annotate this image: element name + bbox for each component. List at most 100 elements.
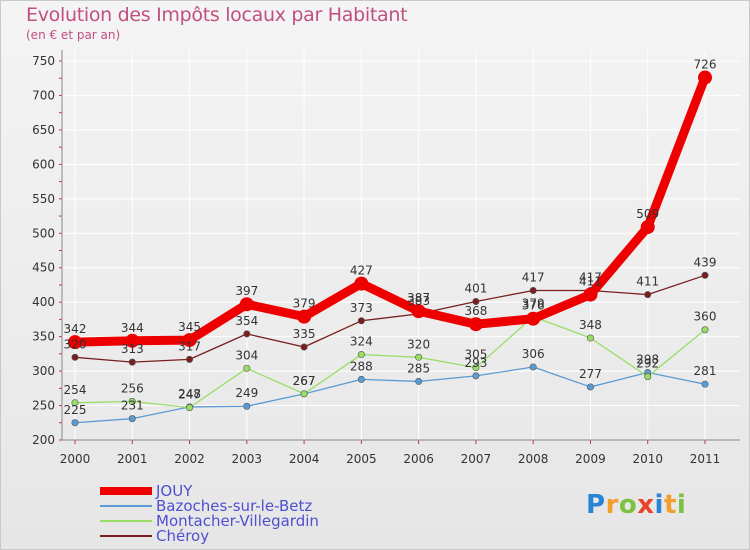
x-tick-label-2009: 2009 <box>575 452 606 466</box>
data-point-montacher-villegardin-2010 <box>644 373 652 381</box>
x-tick-label-2011: 2011 <box>690 452 721 466</box>
data-label-bazoches-sur-le-betz-2007: 293 <box>464 356 487 370</box>
x-tick-label-2003: 2003 <box>232 452 263 466</box>
data-label-bazoches-sur-le-betz-2006: 285 <box>407 361 430 375</box>
data-label-cheroy-2002: 317 <box>178 339 201 353</box>
data-label-cheroy-2011: 439 <box>694 255 717 269</box>
legend-label-bazoches: Bazoches-sur-le-Betz <box>156 497 313 515</box>
data-label-bazoches-sur-le-betz-2003: 249 <box>235 386 258 400</box>
data-point-jouy-2004 <box>297 309 312 324</box>
data-label-jouy-2008: 376 <box>522 299 545 313</box>
data-point-montacher-villegardin-2009 <box>586 334 594 342</box>
series-line-montacher-villegardin <box>74 316 706 409</box>
data-point-montacher-villegardin-2007 <box>472 364 480 372</box>
x-tick-label-2004: 2004 <box>289 452 320 466</box>
logo-letter: r <box>605 490 619 520</box>
data-label-bazoches-sur-le-betz-2009: 277 <box>579 367 602 381</box>
data-point-montacher-villegardin-2011 <box>701 326 709 334</box>
data-label-jouy-2009: 411 <box>579 275 602 289</box>
y-tick-label-350: 350 <box>32 330 55 344</box>
data-label-cheroy-2010: 411 <box>636 275 659 289</box>
y-tick-label-300: 300 <box>32 364 55 378</box>
proxiti-logo: Proxiti <box>586 490 686 520</box>
data-label-bazoches-sur-le-betz-2008: 306 <box>522 347 545 361</box>
data-label-montacher-villegardin-2009: 348 <box>579 318 602 332</box>
data-point-cheroy-2011 <box>701 271 709 279</box>
data-point-bazoches-sur-le-betz-2003 <box>243 402 251 410</box>
data-point-jouy-2000 <box>68 335 82 350</box>
data-point-jouy-2006 <box>411 304 426 319</box>
series-line-jouy <box>70 73 710 347</box>
y-tick-label-600: 600 <box>32 157 55 171</box>
data-point-jouy-2001 <box>125 333 140 348</box>
data-point-cheroy-2001 <box>128 358 136 366</box>
y-tick-label-500: 500 <box>32 226 55 240</box>
legend-swatch-bazoches <box>100 505 152 507</box>
data-point-jouy-2011 <box>698 70 712 85</box>
data-label-jouy-2011: 726 <box>694 58 717 72</box>
logo-letter: i <box>676 490 687 520</box>
data-point-cheroy-2000 <box>71 353 79 361</box>
data-point-montacher-villegardin-2005 <box>357 351 365 359</box>
data-point-bazoches-sur-le-betz-2009 <box>586 383 594 391</box>
data-point-cheroy-2003 <box>243 330 251 338</box>
data-label-bazoches-sur-le-betz-2005: 288 <box>350 359 373 373</box>
data-point-jouy-2010 <box>640 220 655 235</box>
data-label-bazoches-sur-le-betz-2002: 248 <box>178 387 201 401</box>
series-line-cheroy <box>74 274 706 363</box>
legend-item-jouy: JOUY <box>100 482 420 500</box>
legend-item-cheroy: Chéroy <box>100 527 420 545</box>
y-tick-label-250: 250 <box>32 399 55 413</box>
data-label-bazoches-sur-le-betz-2010: 298 <box>636 352 659 366</box>
series-line-bazoches-sur-le-betz <box>74 366 706 424</box>
x-tick-label-2010: 2010 <box>632 452 663 466</box>
data-label-bazoches-sur-le-betz-2001: 231 <box>121 399 144 413</box>
data-label-montacher-villegardin-2003: 304 <box>235 348 258 362</box>
data-point-montacher-villegardin-2002 <box>186 404 194 412</box>
data-label-jouy-2003: 397 <box>235 284 258 298</box>
y-tick-label-200: 200 <box>32 433 55 447</box>
chart-title: Evolution des Impôts locaux par Habitant <box>26 4 408 26</box>
data-point-cheroy-2007 <box>472 297 480 305</box>
data-point-bazoches-sur-le-betz-2006 <box>415 377 423 385</box>
logo-letter: i <box>654 490 664 520</box>
x-tick-label-2008: 2008 <box>518 452 549 466</box>
y-tick-label-450: 450 <box>32 261 55 275</box>
data-point-bazoches-sur-le-betz-2000 <box>71 419 79 427</box>
data-label-montacher-villegardin-2002: 247 <box>178 388 201 402</box>
data-point-jouy-2002 <box>182 333 197 348</box>
data-label-montacher-villegardin-2010: 292 <box>636 357 659 371</box>
legend-label-jouy: JOUY <box>156 482 193 500</box>
data-label-montacher-villegardin-2011: 360 <box>694 310 717 324</box>
x-tick-label-2005: 2005 <box>346 452 377 466</box>
data-label-bazoches-sur-le-betz-2011: 281 <box>694 364 717 378</box>
data-label-jouy-2005: 427 <box>350 264 373 278</box>
data-label-montacher-villegardin-2006: 320 <box>407 337 430 351</box>
x-tick-label-2000: 2000 <box>60 452 91 466</box>
data-label-montacher-villegardin-2004: 267 <box>293 374 316 388</box>
data-label-bazoches-sur-le-betz-2004: 267 <box>293 374 316 388</box>
logo-letter: o <box>618 490 638 520</box>
logo-letter: P <box>586 490 606 520</box>
plot-area: 200 250 300 350 400 450 500 550 600 650 700 750 2000… <box>32 50 740 466</box>
legend-item-bazoches: Bazoches-sur-le-Betz <box>100 497 420 515</box>
data-point-jouy-2005 <box>354 276 369 291</box>
data-label-cheroy-2000: 320 <box>64 337 87 351</box>
data-label-cheroy-2004: 335 <box>293 327 316 341</box>
data-label-cheroy-2001: 313 <box>121 342 144 356</box>
legend-swatch-cheroy <box>100 535 152 537</box>
y-tick-label-750: 750 <box>32 54 55 68</box>
data-label-cheroy-2009: 417 <box>579 270 602 284</box>
logo-letter: t <box>663 490 677 520</box>
data-label-cheroy-2006: 383 <box>407 294 430 308</box>
legend: JOUY Bazoches-sur-le-Betz Montacher-Vill… <box>100 482 420 545</box>
data-label-montacher-villegardin-2000: 254 <box>64 383 87 397</box>
data-label-jouy-2001: 344 <box>121 321 144 335</box>
data-point-montacher-villegardin-2001 <box>128 397 136 405</box>
data-point-bazoches-sur-le-betz-2007 <box>472 372 480 380</box>
data-label-jouy-2002: 345 <box>178 320 201 334</box>
data-label-montacher-villegardin-2007: 305 <box>464 348 487 362</box>
chart-subtitle: (en € et par an) <box>26 28 121 42</box>
data-label-cheroy-2005: 373 <box>350 301 373 315</box>
